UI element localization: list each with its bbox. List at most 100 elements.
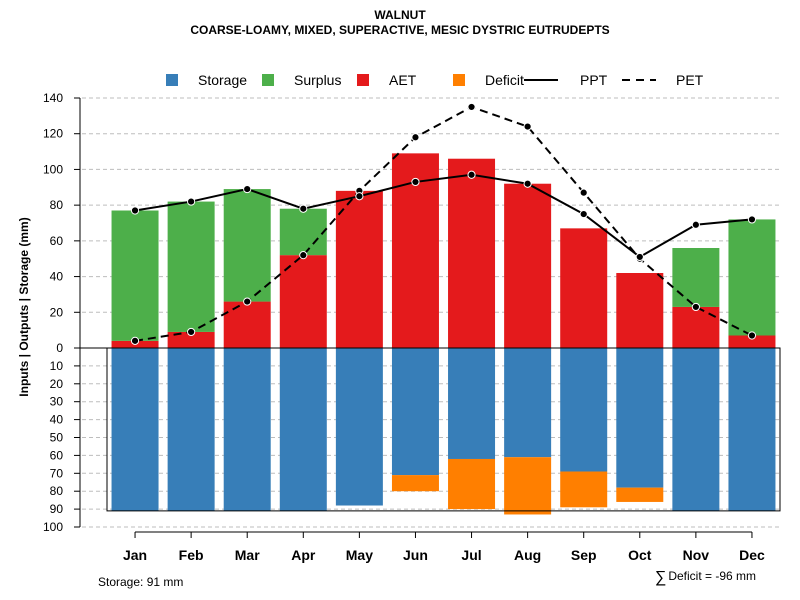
storage-bar (167, 348, 215, 511)
y-tick-label: 60 (50, 234, 64, 248)
x-tick-label: Jan (123, 547, 147, 563)
y-tick-label: 20 (50, 305, 64, 319)
deficit-bar (391, 475, 439, 492)
legend-label-deficit: Deficit (485, 72, 524, 88)
x-tick-label: Nov (683, 547, 710, 563)
aet-bar (616, 273, 664, 348)
pet-point (523, 122, 532, 131)
ppt-point (467, 170, 476, 179)
storage-bar (223, 348, 271, 511)
ppt-point (243, 184, 252, 194)
storage-bar (672, 348, 720, 511)
deficit-bar (616, 487, 664, 502)
y-tick-label: 140 (43, 91, 63, 105)
legend-label-pet: PET (676, 72, 704, 88)
ppt-point (691, 220, 700, 229)
ppt-point (579, 209, 588, 219)
chart-title: WALNUT COARSE-LOAMY, MIXED, SUPERACTIVE,… (0, 8, 800, 38)
storage-bar (111, 348, 159, 511)
surplus-bar (223, 189, 271, 302)
aet-bar (167, 331, 215, 348)
x-tick-label: Dec (739, 547, 765, 563)
ppt-point (411, 177, 420, 187)
ppt-point (355, 192, 364, 201)
pet-point (187, 327, 196, 337)
storage-bar (616, 348, 664, 488)
y-axis-label: Inputs | Outputs | Storage (mm) (17, 217, 31, 396)
ppt-point (187, 197, 196, 206)
pet-point (467, 102, 476, 112)
chart-title-line1: WALNUT (374, 8, 426, 22)
y-tick-label: 80 (50, 198, 64, 212)
y-tick-label: 70 (50, 466, 64, 480)
aet-bar (560, 228, 608, 348)
ppt-point (299, 204, 308, 213)
pet-line (134, 105, 753, 342)
storage-bar (448, 348, 496, 459)
legend-label-surplus: Surplus (294, 72, 341, 88)
y-tick-label: 120 (43, 127, 63, 141)
x-tick-label: Jul (461, 547, 481, 563)
y-tick-label: 50 (50, 431, 64, 445)
surplus-bar (728, 219, 776, 336)
legend-swatch-storage (166, 74, 178, 86)
deficit-bar (504, 457, 552, 515)
deficit-summary: ∑ Deficit = -96 mm (655, 569, 756, 587)
pet-point (747, 331, 757, 340)
y-tick-label: 10 (50, 359, 64, 373)
pet-point (411, 133, 420, 142)
y-tick-label: 100 (43, 520, 63, 534)
pet-point (691, 302, 700, 312)
storage-bar (728, 348, 776, 511)
ppt-point (635, 252, 644, 262)
y-tick-label: 80 (50, 484, 64, 498)
aet-bar (335, 190, 383, 348)
surplus-bar (672, 248, 720, 307)
y-tick-label: 90 (50, 502, 64, 516)
ppt-point (523, 179, 532, 188)
aet-bar (279, 255, 327, 348)
ppt-point (130, 206, 140, 215)
y-tick-label: 30 (50, 395, 64, 409)
pet-point (579, 188, 588, 197)
storage-bar (560, 348, 608, 472)
ppt-point (747, 215, 757, 224)
x-tick-label: Sep (571, 547, 597, 563)
ppt-line (134, 173, 753, 259)
legend-label-ppt: PPT (580, 72, 608, 88)
surplus-bar (279, 208, 327, 256)
x-tick-label: May (346, 547, 373, 563)
legend-swatch-deficit (453, 74, 465, 86)
x-tick-label: Aug (514, 547, 541, 563)
y-tick-label: 20 (50, 377, 64, 391)
aet-bar (728, 335, 776, 348)
storage-bar (335, 348, 383, 506)
aet-bar (672, 306, 720, 348)
storage-bar (504, 348, 552, 458)
aet-bar (223, 301, 271, 348)
surplus-bar (111, 210, 159, 341)
x-tick-label: Jun (403, 547, 428, 563)
storage-bar (391, 348, 439, 476)
x-tick-label: Feb (179, 547, 204, 563)
deficit-summary-text: Deficit = -96 mm (668, 569, 756, 583)
legend-label-storage: Storage (198, 72, 247, 88)
pet-point (243, 297, 252, 306)
legend-label-aet: AET (389, 72, 417, 88)
x-tick-label: Oct (628, 547, 652, 563)
y-tick-label: 60 (50, 448, 64, 462)
surplus-bar (167, 201, 215, 332)
legend-swatch-surplus (262, 74, 274, 86)
pet-point (299, 251, 308, 260)
chart-title-line2: COARSE-LOAMY, MIXED, SUPERACTIVE, MESIC … (190, 23, 610, 37)
x-tick-label: Mar (235, 547, 260, 563)
y-tick-label: 100 (43, 162, 63, 176)
legend-swatch-aet (357, 74, 369, 86)
aet-bar (504, 183, 552, 348)
pet-point (130, 336, 140, 345)
y-tick-label: 40 (50, 413, 64, 427)
storage-bar (279, 348, 327, 511)
aet-bar (448, 158, 496, 348)
